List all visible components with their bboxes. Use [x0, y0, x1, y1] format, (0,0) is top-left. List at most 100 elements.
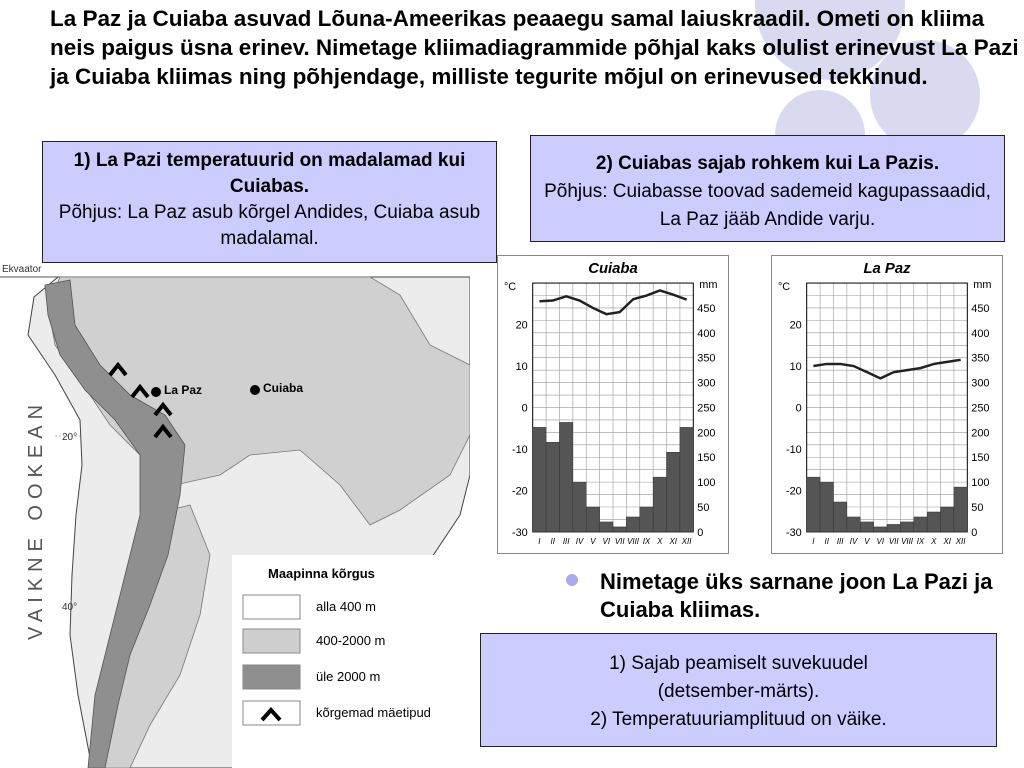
cuiaba-precip-tick-label: 150 [697, 452, 715, 464]
la-paz-month-label: XI [942, 537, 951, 546]
mountain-peaks [108, 361, 173, 439]
la-paz-precip-bar [859, 521, 874, 533]
la-paz-month-label: VI [877, 537, 885, 546]
legend-swatch-mid [242, 628, 301, 654]
la-paz-marker [151, 387, 161, 397]
cuiaba-month-label: XI [668, 537, 677, 546]
la-paz-precip-bar [940, 506, 955, 533]
la-paz-temp-tick-label: -30 [786, 527, 802, 539]
cuiaba-temp-tick-label: -10 [512, 444, 528, 456]
la-paz-precip-bar [886, 524, 901, 533]
cuiaba-precip-tick-label: 400 [697, 328, 715, 340]
cuiaba-precip-bar [599, 521, 614, 533]
la-paz-temp-tick-label: 0 [796, 402, 802, 414]
similarity-line-1: 1) Sajab peamiselt suvekuudel [609, 653, 868, 674]
answer-1-reason: Põhjus: La Paz asub kõrgel Andides, Cuia… [58, 202, 481, 249]
cuiaba-climate-chart: Cuiaba°C mm20100-10-20-304504003503002502… [497, 255, 729, 554]
answer-2-reason: Põhjus: Cuiabasse toovad sademeid kagupa… [544, 181, 991, 230]
answer-box-2: 2) Cuiabas sajab rohkem kui La Pazis. Põ… [530, 135, 1005, 242]
la-paz-month-label: II [825, 537, 830, 546]
la-paz-temp-tick-label: -20 [786, 485, 802, 497]
la-paz-temperature-line [813, 358, 961, 380]
cuiaba-temp-tick-label: 0 [522, 402, 528, 414]
legend-background [232, 555, 470, 768]
la-paz-month-label: IX [917, 537, 925, 546]
la-paz-precip-bar [953, 486, 968, 533]
cuiaba-precip-tick-label: 100 [697, 477, 715, 489]
similarity-question-text: Nimetage üks sarnane joon La Pazi ja Cui… [600, 569, 993, 622]
bullet-icon [566, 574, 578, 586]
la-paz-month-label: V [864, 537, 870, 546]
legend-label-peaks: kõrgemad mäetipud [316, 705, 431, 720]
cuiaba-month-label: I [538, 537, 541, 546]
la-paz-precip-tick-label: 150 [971, 452, 989, 464]
la-paz-precip-tick-label: 400 [971, 328, 989, 340]
la-paz-precip-bar [846, 516, 861, 533]
cuiaba-temp-tick-label: 20 [516, 319, 528, 331]
background-circle [870, 40, 980, 150]
similarity-line-2: (detsember-märts). [657, 681, 820, 702]
la-paz-precip-tick-label: 250 [971, 402, 989, 414]
la-paz-right-axis-unit: mm [973, 279, 991, 291]
la-paz-precip-bar [900, 521, 915, 533]
la-paz-precip-tick-label: 50 [971, 502, 983, 514]
cuiaba-precip-bar [666, 452, 681, 533]
cuiaba-temp-tick-label: -30 [512, 527, 528, 539]
legend-title: Maapinna kõrgus [268, 566, 375, 581]
legend-swatch-low [242, 594, 301, 620]
cuiaba-temp-tick-label: 10 [516, 361, 528, 373]
andes-region [44, 279, 186, 768]
answer-2-heading: 2) Cuiabas sajab rohkem kui La Pazis. [595, 153, 940, 174]
la-paz-chart-title: La Paz [863, 261, 911, 277]
legend-label-mid: 400-2000 m [316, 633, 385, 648]
cuiaba-month-label: VII [615, 537, 625, 546]
la-paz-month-label: X [930, 537, 937, 546]
cuiaba-month-label: II [551, 537, 556, 546]
equator-label: Ekvaator [2, 264, 42, 275]
cuiaba-chart-title: Cuiaba [588, 261, 638, 277]
la-paz-month-label: XII [955, 537, 966, 546]
cuiaba-precip-bar [559, 422, 574, 533]
cuiaba-temperature-line [539, 289, 688, 316]
la-paz-precip-bar [913, 516, 928, 533]
latitude-20-label: 20° [62, 432, 77, 443]
la-paz-temp-tick-label: -10 [786, 444, 802, 456]
cuiaba-marker [250, 385, 260, 395]
legend-label-high: üle 2000 m [316, 669, 380, 684]
legend-swatch-high [242, 664, 301, 690]
cuiaba-precip-tick-label: 450 [697, 303, 715, 315]
legend-label-low: alla 400 m [316, 599, 376, 614]
cuiaba-precip-tick-label: 350 [697, 353, 715, 365]
la-paz-left-axis-unit: °C [778, 281, 790, 293]
la-paz-month-label: I [812, 537, 815, 546]
south-america-map: La Paz Cuiaba Ekvaator 20° 40° VAIKNE OO… [0, 264, 470, 768]
cuiaba-right-axis-unit: mm [699, 279, 717, 291]
cuiaba-month-label: XII [681, 537, 692, 546]
la-paz-precip-tick-label: 200 [971, 427, 989, 439]
la-paz-precip-bar [926, 511, 941, 533]
cuiaba-precip-bar [639, 506, 654, 533]
la-paz-label: La Paz [164, 383, 202, 397]
cuiaba-label: Cuiaba [263, 381, 303, 395]
cuiaba-precip-bar [545, 442, 560, 533]
cuiaba-month-label: VIII [627, 537, 640, 546]
la-paz-precip-tick-label: 0 [971, 527, 977, 539]
cuiaba-month-label: IX [643, 537, 651, 546]
similarity-line-3: 2) Temperatuuriamplituud on väike. [590, 709, 887, 730]
cuiaba-precip-tick-label: 300 [697, 378, 715, 390]
la-paz-month-label: VIII [901, 537, 914, 546]
cuiaba-month-label: X [656, 537, 663, 546]
answer-box-1: 1) La Pazi temperatuurid on madalamad ku… [42, 141, 497, 263]
ocean-label: VAIKNE OOKEAN [25, 399, 47, 640]
task-title: La Paz ja Cuiaba asuvad Lõuna-Ameerikas … [50, 6, 1019, 89]
cuiaba-precip-tick-label: 0 [697, 527, 703, 539]
la-paz-temp-tick-label: 10 [790, 361, 802, 373]
la-paz-month-label: III [837, 537, 844, 546]
cuiaba-precip-bar [626, 516, 641, 533]
cuiaba-precip-tick-label: 50 [697, 502, 709, 514]
la-paz-climate-chart: La Paz°C mm20100-10-20-304504003503002502… [771, 255, 1003, 554]
cuiaba-month-label: IV [576, 537, 584, 546]
cuiaba-precip-tick-label: 250 [697, 402, 715, 414]
cuiaba-temp-tick-label: -20 [512, 485, 528, 497]
la-paz-precip-tick-label: 450 [971, 303, 989, 315]
